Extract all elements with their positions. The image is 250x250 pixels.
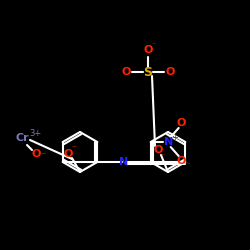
Text: ⁻: ⁻ xyxy=(152,40,156,50)
Text: O: O xyxy=(153,145,163,155)
Text: ⁻: ⁻ xyxy=(40,151,46,161)
Text: ⁻: ⁻ xyxy=(72,144,76,154)
Text: O: O xyxy=(177,118,186,128)
Text: Cr: Cr xyxy=(15,133,29,143)
Text: O: O xyxy=(177,156,186,166)
Text: ⁻: ⁻ xyxy=(186,160,190,170)
Text: ⁻: ⁻ xyxy=(161,152,165,160)
Text: O: O xyxy=(31,149,41,159)
Text: 3+: 3+ xyxy=(29,128,41,138)
Text: N: N xyxy=(120,157,128,167)
Text: O: O xyxy=(165,67,175,77)
Text: O: O xyxy=(143,45,153,55)
Text: O: O xyxy=(63,149,73,159)
Text: O: O xyxy=(121,67,131,77)
Text: S: S xyxy=(144,66,152,78)
Text: N: N xyxy=(164,137,173,147)
Text: +: + xyxy=(171,132,178,141)
